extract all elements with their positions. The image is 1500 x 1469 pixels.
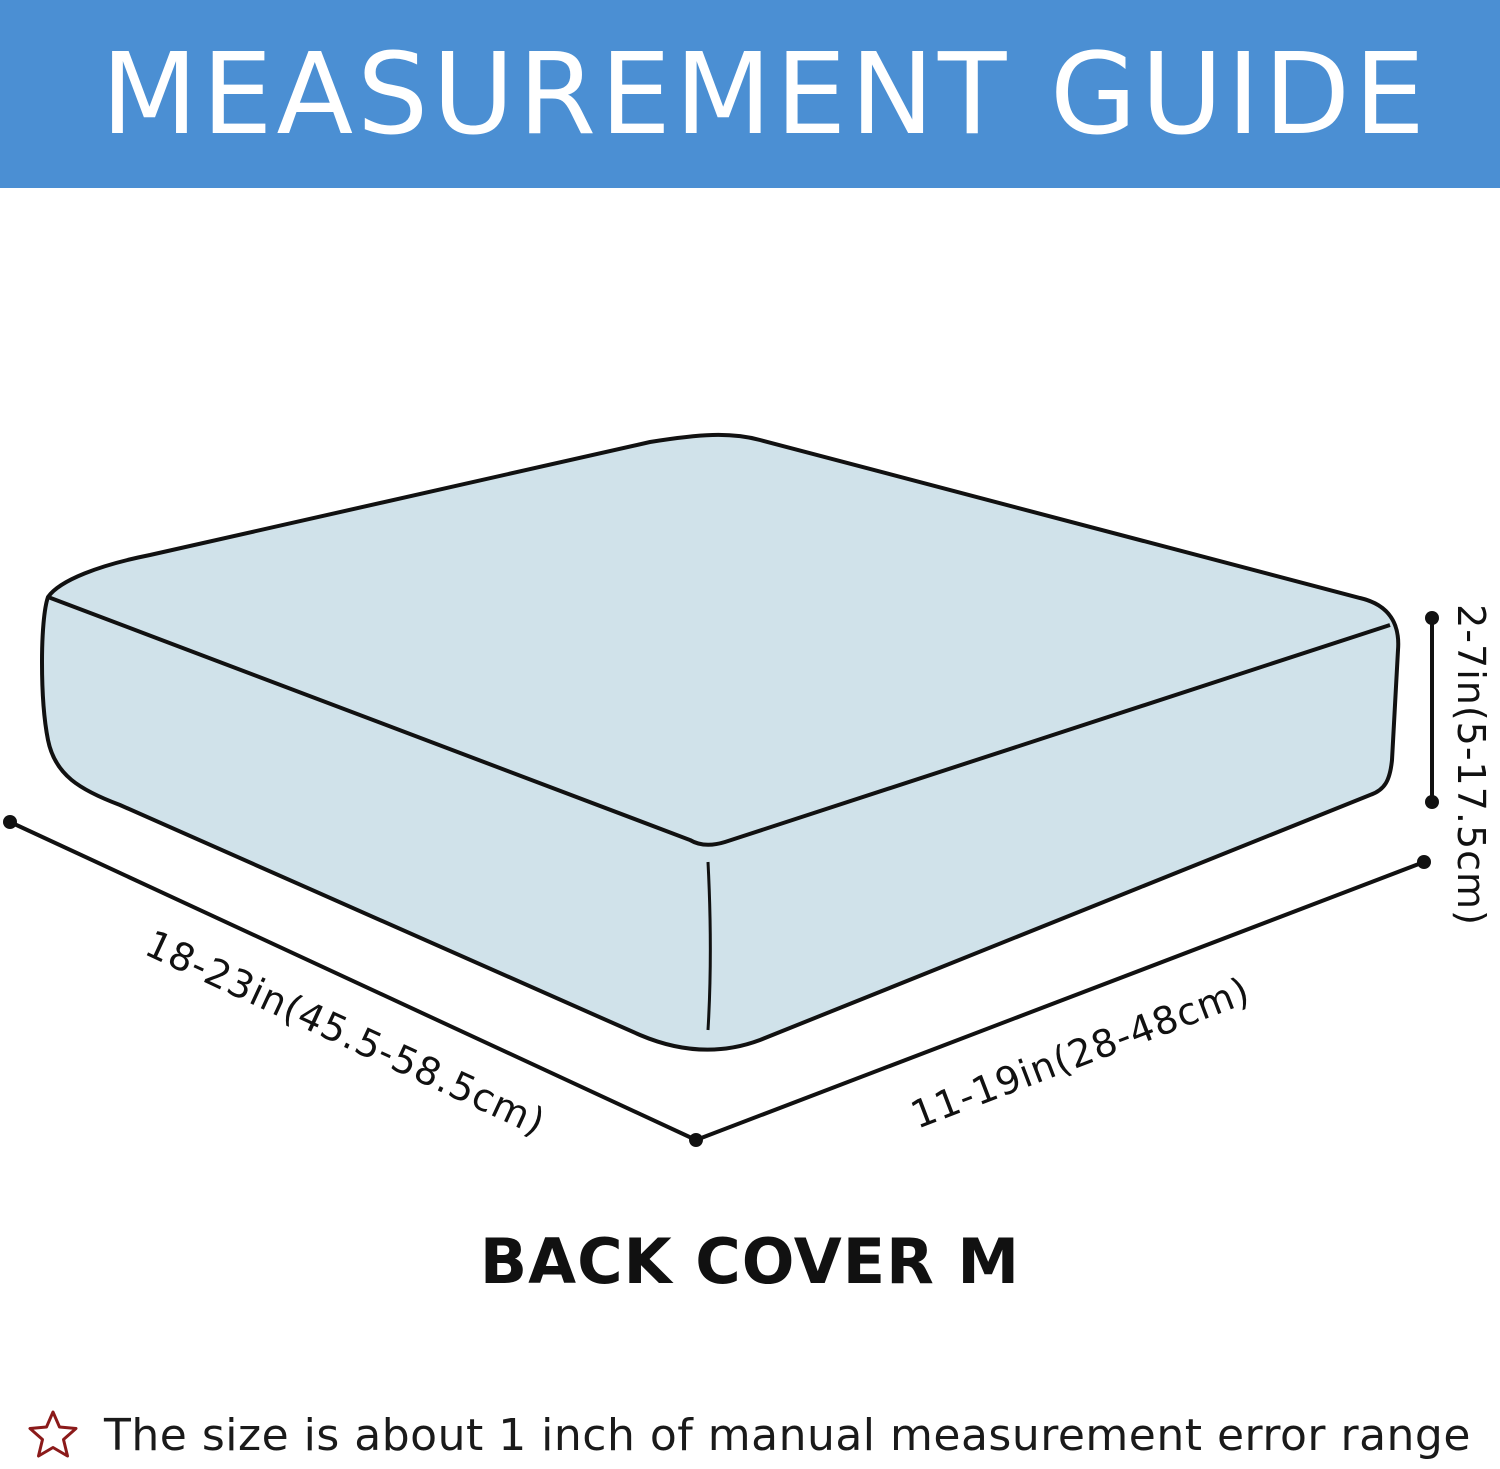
- measurement-note: The size is about 1 inch of manual measu…: [24, 1408, 1471, 1462]
- height-dimension-line: [1425, 611, 1439, 809]
- width-dimension-line: [695, 855, 1431, 1142]
- header-banner: MEASUREMENT GUIDE: [0, 0, 1500, 188]
- note-text: The size is about 1 inch of manual measu…: [104, 1409, 1471, 1461]
- product-caption: BACK COVER M: [479, 1225, 1021, 1298]
- page-title: MEASUREMENT GUIDE: [101, 30, 1429, 160]
- cushion-top-edge: [47, 595, 1391, 847]
- star-outline-icon: [28, 1410, 78, 1458]
- cushion-outline: [40, 432, 1401, 1052]
- cushion-seam: [706, 861, 712, 1031]
- height-label: 2-7in(5-17.5cm): [1449, 604, 1493, 926]
